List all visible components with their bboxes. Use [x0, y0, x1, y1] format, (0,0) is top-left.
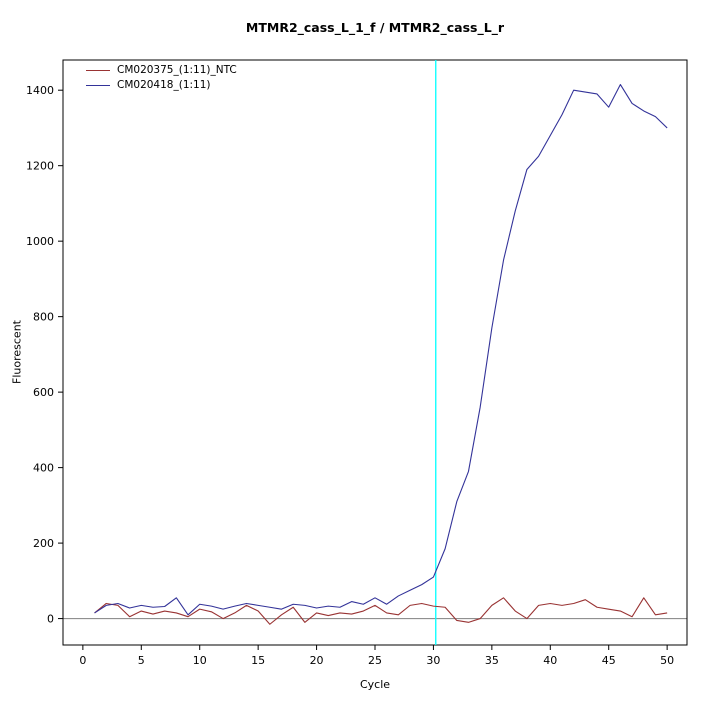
- svg-text:35: 35: [485, 654, 499, 667]
- svg-text:10: 10: [193, 654, 207, 667]
- x-axis-label: Cycle: [359, 678, 391, 691]
- svg-text:25: 25: [368, 654, 382, 667]
- svg-text:0: 0: [79, 654, 86, 667]
- legend-swatch: [86, 85, 110, 86]
- svg-text:5: 5: [138, 654, 145, 667]
- legend-label: CM020375_(1:11)_NTC: [117, 64, 237, 76]
- legend-item: CM020418_(1:11): [86, 79, 237, 92]
- svg-text:600: 600: [33, 386, 54, 399]
- svg-text:400: 400: [33, 462, 54, 475]
- svg-text:15: 15: [251, 654, 265, 667]
- plot-title: MTMR2_cass_L_1_f / MTMR2_cass_L_r: [245, 20, 505, 35]
- svg-text:50: 50: [660, 654, 674, 667]
- svg-text:1400: 1400: [26, 84, 54, 97]
- legend-item: CM020375_(1:11)_NTC: [86, 64, 237, 77]
- svg-text:200: 200: [33, 537, 54, 550]
- svg-text:1000: 1000: [26, 235, 54, 248]
- svg-text:45: 45: [602, 654, 616, 667]
- legend-swatch: [86, 70, 110, 71]
- svg-text:800: 800: [33, 311, 54, 324]
- legend-label: CM020418_(1:11): [117, 79, 211, 91]
- legend: CM020375_(1:11)_NTC CM020418_(1:11): [86, 64, 237, 92]
- svg-text:20: 20: [310, 654, 324, 667]
- svg-text:0: 0: [47, 613, 54, 626]
- svg-text:1200: 1200: [26, 160, 54, 173]
- svg-text:40: 40: [543, 654, 557, 667]
- svg-text:30: 30: [426, 654, 440, 667]
